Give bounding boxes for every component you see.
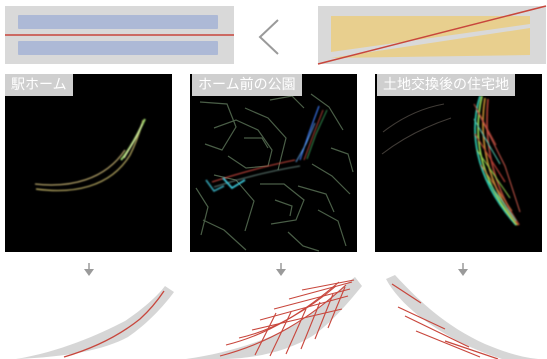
bottom-sketch-middle — [186, 277, 362, 359]
down-arrow-middle — [276, 263, 286, 276]
bottom-sketch-right — [386, 275, 538, 359]
bottom-sketch-left — [16, 286, 174, 359]
panel-station-platform — [5, 74, 172, 252]
less-than-symbol — [258, 19, 279, 55]
panel-park-in-front-of-platform — [190, 74, 357, 252]
panel-residential-area-after-land-exchange — [375, 74, 542, 252]
panel-label-station-platform: 駅ホーム — [5, 74, 73, 96]
panel-label-park: ホーム前の公園 — [192, 74, 302, 96]
parallel-bands-diagram — [5, 6, 234, 64]
panel-label-residential-area: 土地交換後の住宅地 — [377, 74, 515, 96]
down-arrow-right — [458, 263, 468, 276]
down-arrow-left — [84, 263, 94, 276]
wedge-diagram — [317, 5, 547, 65]
